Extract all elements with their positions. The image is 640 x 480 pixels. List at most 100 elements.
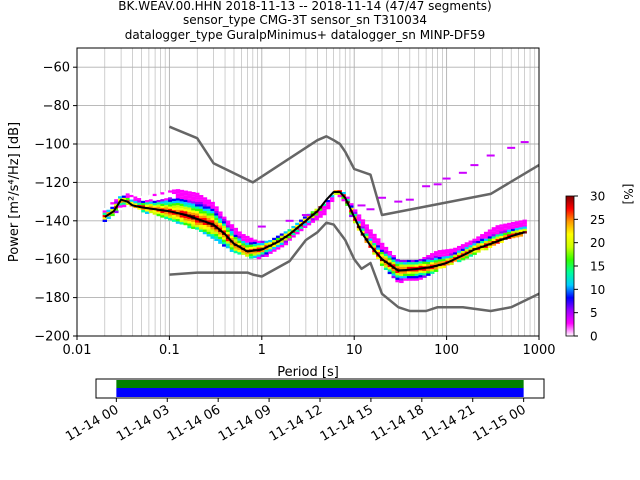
density-cell [406,264,412,267]
density-cell [198,227,204,230]
colorbar-tick-label: 30 [590,190,605,204]
density-cell [168,192,173,196]
density-cell [222,241,227,245]
density-cell [379,261,385,264]
density-cell [179,205,185,209]
colorbar-tick-label: 5 [590,306,598,320]
density-cell [202,204,208,207]
density-cell [441,249,446,252]
density-cell [152,212,158,215]
density-cell [302,216,308,219]
x-ticks: 0.01 0.1 1 10 100 1000 [63,336,556,358]
density-cell [426,255,431,258]
density-cell [395,263,400,267]
density-cell [210,211,215,214]
density-cell [233,237,238,240]
density-cell [414,271,420,274]
density-cell [433,251,439,254]
density-cell [275,235,281,239]
density-cell [241,234,246,237]
density-cell [202,222,208,226]
density-cell [222,225,227,229]
density-cell [214,236,219,239]
density-cell [191,210,196,213]
density-cell [198,204,204,207]
density-cell [457,252,462,256]
density-cell [391,255,396,258]
density-cell [191,212,196,216]
density-cell [110,204,115,207]
title-line-3: datalogger_type GuralpMinimus+ datalogge… [125,28,486,42]
density-cell [483,240,489,244]
density-cell [379,242,385,246]
density-cell [237,247,242,250]
density-cell [195,227,200,230]
density-cell [314,215,319,218]
y-tick-label: −100 [34,138,70,153]
density-cell [403,259,408,263]
density-cell [245,240,250,243]
density-cell [445,262,450,266]
density-cell [422,256,427,260]
density-cell [352,211,358,215]
density-cell [187,195,192,199]
outlier-point [470,164,479,167]
density-cell [183,190,188,193]
density-cell [202,218,208,221]
density-cell [222,239,227,243]
density-cell [183,199,188,203]
density-cell [229,247,235,250]
density-cell [198,201,204,205]
density-cell [433,269,439,272]
density-cell [195,197,200,200]
density-cell [507,222,512,226]
density-cell [329,199,335,203]
density-cell [210,231,215,235]
density-cell [483,245,489,248]
density-cell [225,232,231,235]
density-cell [160,196,165,200]
density-cell [179,219,185,223]
density-cell [468,247,473,250]
density-cell [476,245,481,248]
density-cell [483,247,489,251]
density-cell [387,264,393,268]
density-cell [383,263,389,266]
density-cell [487,231,493,235]
density-cell [372,243,377,246]
density-cell [218,227,223,231]
density-cell [164,202,169,206]
density-cell [260,252,265,255]
density-cell [387,257,393,261]
density-cell [125,193,131,196]
density-cell [403,266,408,270]
density-cell [299,219,304,222]
density-cell [195,201,200,205]
density-cell [426,271,431,274]
density-cell [406,259,412,263]
density-cell [264,252,269,255]
density-cell [191,194,196,197]
density-cell [414,262,420,265]
density-cell [272,240,277,243]
density-cell [164,214,169,217]
density-cell [171,203,177,206]
density-cell [225,229,231,233]
density-cell [387,250,393,254]
density-cell [503,225,508,229]
density-cell [114,201,119,204]
density-cell [329,197,335,200]
density-cell [352,220,358,224]
density-cell [287,229,292,232]
density-cell [106,212,111,215]
density-cell [518,234,524,237]
density-cell [376,252,381,255]
density-cell [329,195,335,198]
density-cell [476,250,481,253]
density-cell [360,228,366,231]
density-cell [198,208,204,212]
density-cell [191,224,196,227]
density-cell [141,207,146,211]
density-cell [245,242,250,246]
density-cell [460,248,466,252]
